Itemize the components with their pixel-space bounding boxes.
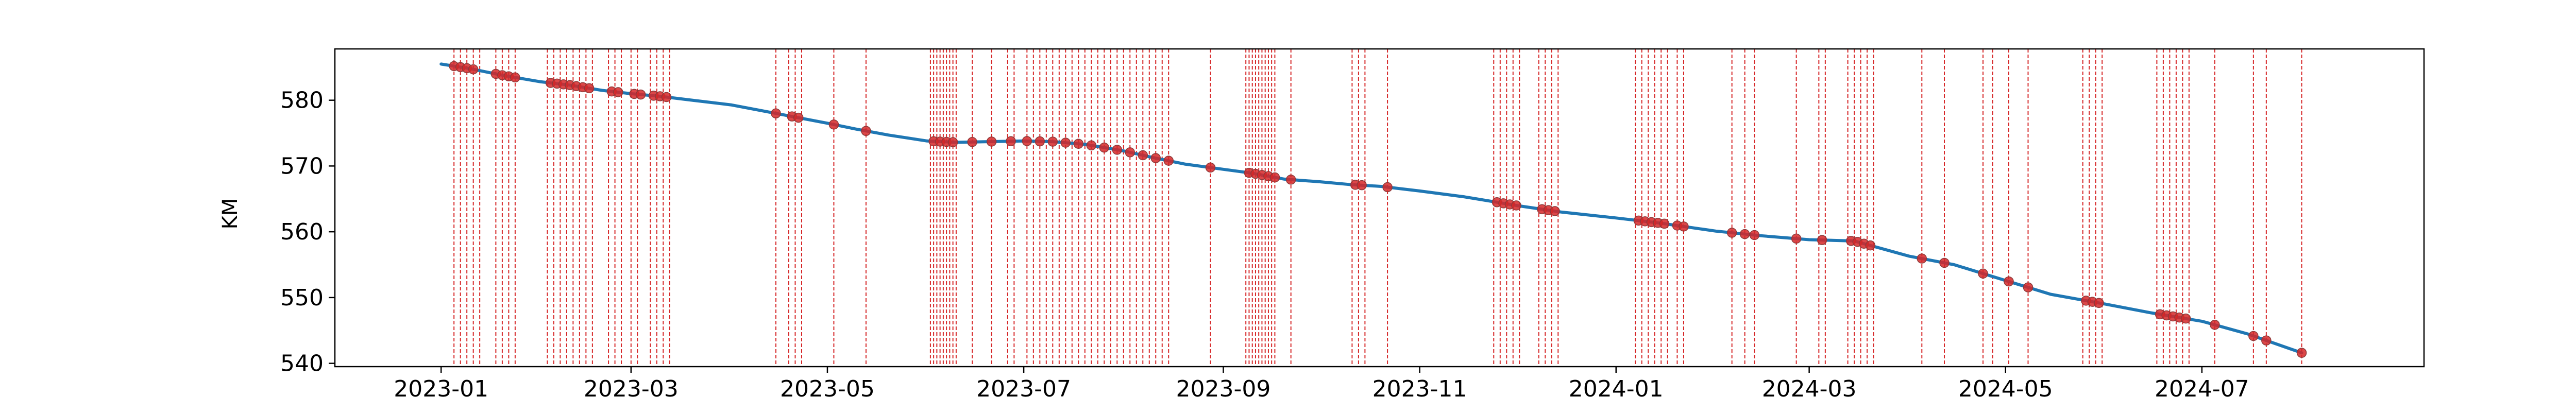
- data-point-marker: [2023, 282, 2033, 292]
- data-point-marker: [986, 136, 997, 147]
- data-point-marker: [1679, 221, 1689, 232]
- data-point-marker: [1125, 147, 1136, 158]
- data-point-marker: [1205, 162, 1216, 173]
- data-point-marker: [1006, 136, 1016, 147]
- data-point-marker: [828, 119, 839, 130]
- axes-frame: [334, 48, 2425, 368]
- y-tick-label: 580: [280, 88, 324, 114]
- data-point-marker: [1511, 200, 1521, 211]
- data-point-marker: [584, 83, 595, 94]
- data-point-marker: [661, 92, 672, 102]
- data-point-marker: [1791, 233, 1802, 244]
- data-point-marker: [1939, 257, 1950, 268]
- data-point-marker: [1726, 228, 1737, 238]
- x-tick-label: 2023-03: [584, 376, 679, 402]
- data-point-marker: [1112, 145, 1123, 155]
- data-point-marker: [1086, 140, 1097, 151]
- data-point-marker: [967, 137, 977, 147]
- data-point-marker: [947, 137, 958, 147]
- data-point-marker: [510, 72, 520, 83]
- x-tick-label: 2024-07: [2155, 376, 2249, 402]
- data-point-marker: [1269, 172, 1280, 183]
- data-point-marker: [1749, 230, 1760, 240]
- x-tick-label: 2024-05: [1958, 376, 2053, 402]
- data-point-marker: [1978, 268, 1988, 279]
- data-point-marker: [2296, 348, 2307, 358]
- y-tick-label: 550: [280, 285, 324, 311]
- x-tick-label: 2024-01: [1569, 376, 1664, 402]
- data-point-marker: [635, 89, 646, 100]
- data-point-marker: [2210, 320, 2220, 330]
- x-axis-ticks: 2023-01 2023-03 2023-05 2023-07 2023-09 2023-…: [394, 367, 2249, 402]
- data-point-marker: [793, 112, 804, 123]
- data-point-marker: [1659, 218, 1670, 229]
- data-point-marker: [1073, 139, 1084, 149]
- data-point-marker: [1865, 240, 1876, 251]
- data-point-marker: [2180, 313, 2191, 324]
- event-lines: [453, 49, 2302, 367]
- data-point-marker: [1047, 136, 1058, 147]
- data-point-marker: [771, 108, 781, 118]
- data-point-marker: [1739, 229, 1750, 239]
- data-point-marker: [468, 64, 479, 75]
- data-point-marker: [1550, 206, 1560, 216]
- data-point-marker: [1099, 142, 1110, 153]
- data-point-marker: [1382, 182, 1393, 193]
- x-tick-label: 2024-03: [1762, 376, 1857, 402]
- data-point-marker: [1138, 150, 1148, 161]
- marker-layer: [449, 61, 2307, 358]
- data-point-marker: [1150, 153, 1161, 163]
- x-tick-label: 2023-01: [394, 376, 488, 402]
- y-axis-ticks: 540 550 560 570 580: [280, 88, 335, 377]
- y-tick-label: 560: [280, 219, 324, 245]
- data-point-marker: [861, 126, 871, 136]
- x-tick-label: 2023-11: [1372, 376, 1467, 402]
- x-tick-label: 2023-09: [1176, 376, 1271, 402]
- series-line: [439, 62, 2303, 355]
- data-point-marker: [1060, 137, 1071, 148]
- x-tick-label: 2023-05: [780, 376, 875, 402]
- data-point-marker: [2094, 298, 2104, 308]
- y-axis-label: KM: [218, 198, 242, 230]
- series-line-layer: [439, 62, 2303, 355]
- data-point-marker: [1817, 235, 1827, 245]
- data-point-marker: [2248, 331, 2259, 341]
- y-tick-label: 540: [280, 351, 324, 377]
- data-point-marker: [1285, 175, 1296, 185]
- y-tick-label: 570: [280, 153, 324, 179]
- data-point-marker: [1163, 156, 1174, 166]
- data-point-marker: [1357, 180, 1367, 191]
- data-point-marker: [2004, 276, 2014, 287]
- x-tick-label: 2023-07: [976, 376, 1071, 402]
- data-point-marker: [1022, 136, 1032, 146]
- data-point-marker: [1035, 136, 1045, 147]
- data-point-marker: [2261, 335, 2272, 346]
- data-point-marker: [1917, 253, 1927, 264]
- data-point-marker: [613, 87, 623, 97]
